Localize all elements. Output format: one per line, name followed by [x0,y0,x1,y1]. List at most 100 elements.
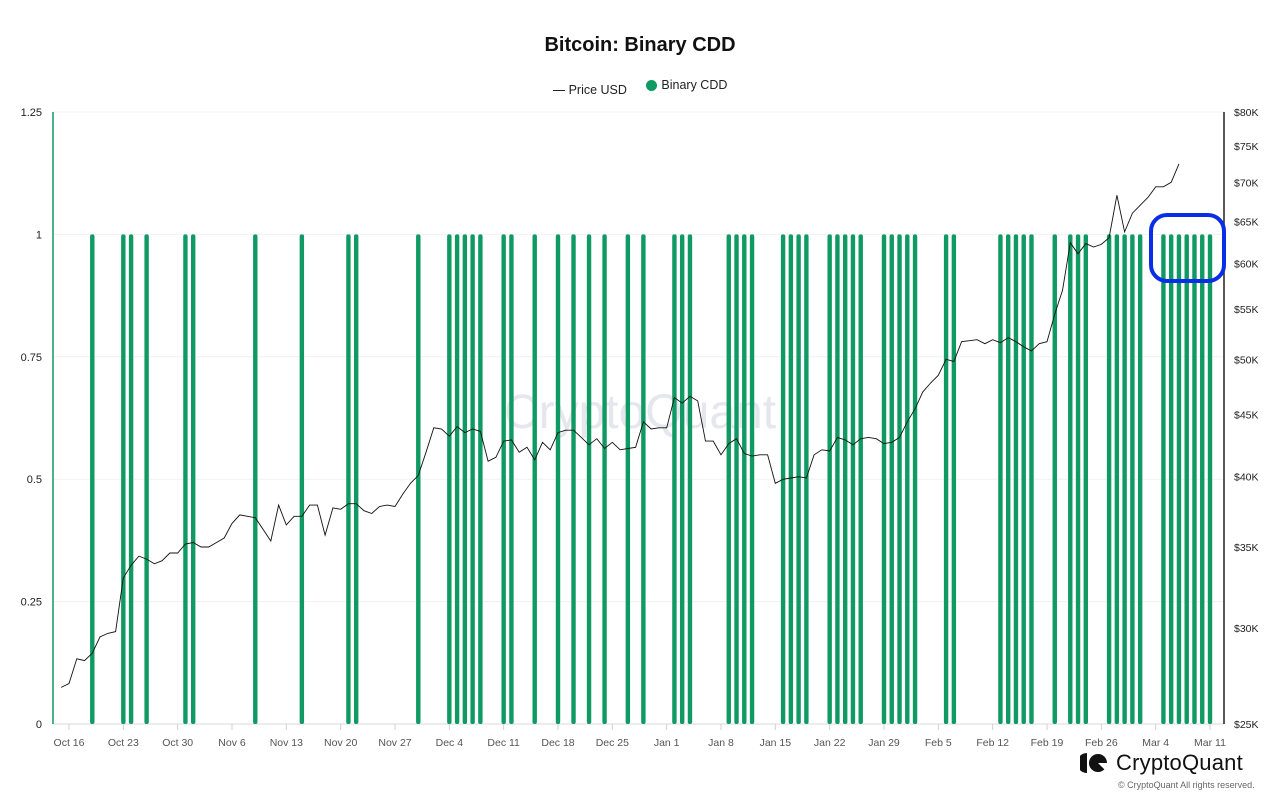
y-tick-right: $55K [1234,304,1259,316]
legend-price-label: Price USD [568,83,627,97]
cdd-bar [447,234,452,724]
dot-swatch-icon [646,79,658,91]
cdd-bar [128,234,134,724]
cdd-bar [804,234,809,724]
x-tick-label: Jan 29 [868,737,900,749]
x-tick-label: Oct 23 [108,737,139,749]
cdd-bar [881,234,887,724]
cdd-bar [1192,234,1197,724]
x-tick-label: Dec 11 [487,737,520,749]
y-tick-right: $25K [1234,719,1259,731]
x-tick-label: Dec 25 [596,737,629,749]
cdd-bar [1029,234,1034,724]
x-tick-label: Nov 13 [270,737,303,749]
legend: Price USD Binary CDD [0,78,1280,97]
cdd-bar [1005,234,1011,724]
highlight-annotation [1149,213,1226,283]
cdd-bar [889,234,894,724]
cdd-bar [726,234,731,724]
cdd-bar [1168,234,1174,724]
x-tick-label: Mar 4 [1142,737,1169,749]
cdd-bar [998,234,1003,724]
x-tick-label: Nov 20 [324,737,357,749]
cdd-bar [1130,234,1135,724]
cdd-bar [1122,234,1127,724]
cdd-bar [586,234,592,724]
cdd-bar [462,234,468,724]
cdd-bar [454,234,460,724]
y-tick-right: $70K [1234,177,1259,189]
cryptoquant-logo-icon [1080,753,1107,773]
x-tick-label: Feb 12 [976,737,1009,749]
cdd-bar [532,234,537,724]
legend-item-cdd[interactable]: Binary CDD [646,78,727,92]
y-tick-right: $75K [1234,141,1259,153]
cdd-bar [734,234,739,724]
cdd-bar [144,234,149,724]
y-tick-left: 0.25 [21,597,42,609]
cdd-bar [858,234,863,724]
cdd-bar [501,234,506,724]
cdd-bar [190,234,196,724]
brand-name: CryptoQuant [1116,750,1243,775]
y-tick-right: $40K [1234,472,1259,484]
x-tick-label: Nov 27 [378,737,411,749]
copyright-text: © CryptoQuant All rights reserved. [1118,780,1255,790]
cdd-bar [353,234,359,724]
chart-title: Bitcoin: Binary CDD [544,34,736,56]
y-tick-left: 0.75 [21,352,42,364]
cdd-bar [905,234,910,724]
legend-cdd-label: Binary CDD [661,78,728,92]
cdd-bar [943,234,949,724]
cdd-bar [1106,234,1112,724]
y-tick-right: $30K [1234,623,1259,635]
cdd-bar [299,234,305,724]
cdd-bar [951,234,957,724]
cdd-bar [183,234,188,724]
cdd-bar [835,234,840,724]
cdd-bar [478,234,483,724]
cdd-bar [749,234,755,724]
cdd-bar [90,234,95,724]
y-tick-left: 1 [36,229,42,241]
cdd-bar [1052,234,1057,724]
cdd-bar [672,234,677,724]
cdd-bar [1021,234,1026,724]
x-tick-label: Jan 22 [814,737,846,749]
x-tick-label: Oct 16 [54,737,85,749]
cdd-bar [796,234,801,724]
y-tick-right: $45K [1234,410,1259,422]
cdd-bar [1184,234,1189,724]
x-tick-label: Jan 15 [760,737,792,749]
x-tick-label: Oct 30 [162,737,193,749]
cdd-bar [897,234,902,724]
y-tick-right: $80K [1234,107,1259,119]
cdd-bar [1176,234,1182,724]
brand-logo: CryptoQuant [1080,750,1243,776]
x-tick-label: Dec 4 [436,737,464,749]
cdd-bar [571,234,576,724]
cdd-bar [679,234,685,724]
cdd-bar [842,234,848,724]
cdd-bar [470,234,475,724]
legend-item-price[interactable]: Price USD [552,83,627,97]
y-tick-left: 1.25 [21,107,42,119]
y-tick-right: $60K [1234,258,1259,270]
cdd-bar [416,234,421,724]
x-tick-label: Dec 18 [541,737,574,749]
line-swatch-icon [552,89,565,91]
x-tick-label: Feb 26 [1085,737,1118,749]
cdd-bar [1075,234,1081,724]
cdd-bar [788,234,794,724]
cdd-bar [1137,234,1143,724]
cdd-bar [1013,234,1019,724]
cdd-bar [253,234,258,724]
cdd-bar [1114,234,1120,724]
cdd-bar [1207,234,1213,724]
y-tick-left: 0.5 [27,474,42,486]
cdd-bar [509,234,514,724]
cdd-bar [1161,234,1166,724]
cdd-bar [912,234,918,724]
x-tick-label: Jan 8 [708,737,734,749]
